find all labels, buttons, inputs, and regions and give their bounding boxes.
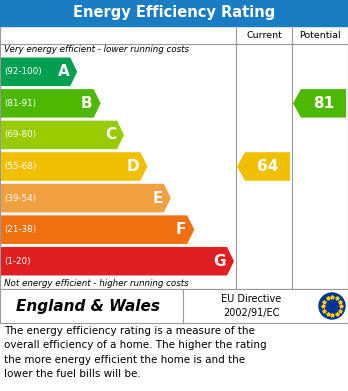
Text: (81-91): (81-91) (4, 99, 36, 108)
Text: B: B (81, 96, 93, 111)
Text: (55-68): (55-68) (4, 162, 37, 171)
Text: EU Directive
2002/91/EC: EU Directive 2002/91/EC (221, 294, 282, 317)
Text: (92-100): (92-100) (4, 67, 42, 76)
Text: G: G (214, 254, 226, 269)
Polygon shape (293, 89, 346, 118)
Text: F: F (176, 222, 186, 237)
Text: (69-80): (69-80) (4, 131, 36, 140)
Text: Very energy efficient - lower running costs: Very energy efficient - lower running co… (4, 45, 189, 54)
Polygon shape (237, 152, 290, 181)
Polygon shape (1, 121, 124, 149)
Text: E: E (152, 190, 163, 206)
Text: C: C (105, 127, 116, 142)
Text: Current: Current (246, 30, 282, 39)
Polygon shape (1, 152, 148, 181)
Text: England & Wales: England & Wales (16, 298, 160, 314)
Bar (0, 0, 348, 26)
Text: (21-38): (21-38) (4, 225, 36, 234)
Text: D: D (127, 159, 140, 174)
Polygon shape (1, 57, 77, 86)
Text: Energy Efficiency Rating: Energy Efficiency Rating (73, 5, 275, 20)
Text: The energy efficiency rating is a measure of the
overall efficiency of a home. T: The energy efficiency rating is a measur… (4, 326, 267, 379)
Polygon shape (1, 184, 171, 212)
Polygon shape (1, 247, 234, 276)
Text: (1-20): (1-20) (4, 257, 31, 266)
Text: A: A (57, 64, 69, 79)
Text: 81: 81 (313, 96, 334, 111)
Text: Not energy efficient - higher running costs: Not energy efficient - higher running co… (4, 278, 189, 287)
Text: (39-54): (39-54) (4, 194, 36, 203)
Bar (0, 289, 348, 323)
Text: 64: 64 (257, 159, 278, 174)
Text: Potential: Potential (299, 30, 341, 39)
Bar (0, 26, 348, 289)
Polygon shape (1, 215, 194, 244)
Circle shape (319, 293, 345, 319)
Polygon shape (1, 89, 101, 118)
